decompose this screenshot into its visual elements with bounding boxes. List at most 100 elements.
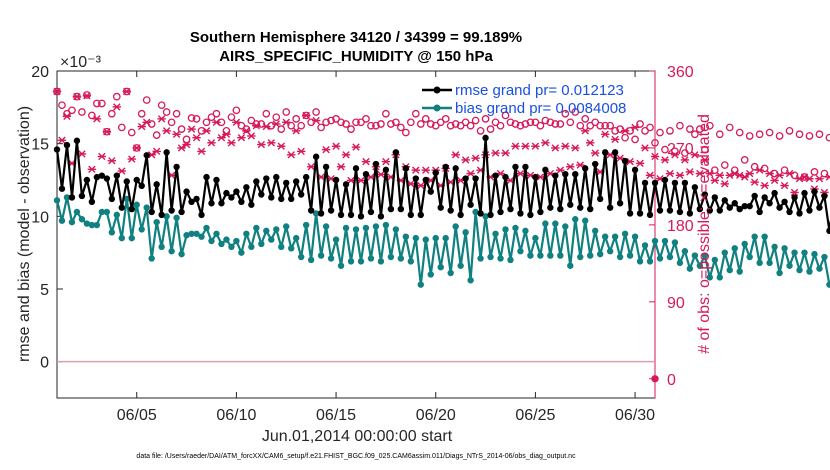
obs-possible-marker	[775, 132, 784, 140]
obs-possible-marker	[207, 113, 216, 122]
rmse-point	[616, 200, 624, 207]
obs-possible-marker	[780, 166, 789, 175]
rmse-point	[547, 204, 554, 211]
bias-point	[467, 277, 474, 284]
obs-evaluated-marker	[780, 181, 789, 190]
obs-evaluated-marker	[102, 128, 112, 136]
obs-possible-marker	[347, 125, 355, 133]
obs-evaluated-marker	[466, 169, 475, 178]
obs-zero-marker	[651, 375, 659, 383]
rmse-point	[412, 175, 419, 182]
rmse-point	[542, 166, 549, 174]
rmse-point	[178, 208, 185, 216]
rmse-point	[138, 182, 145, 190]
bias-point	[427, 271, 434, 278]
bias-point	[462, 229, 469, 236]
bias-point	[78, 216, 86, 223]
obs-evaluated-marker	[112, 103, 121, 111]
bias-point	[621, 230, 629, 237]
rmse-point	[352, 165, 360, 172]
bias-point	[392, 226, 400, 233]
obs-possible-marker	[58, 101, 66, 110]
bias-point	[183, 232, 190, 239]
bias-point	[606, 248, 614, 255]
obs-possible-marker	[571, 108, 580, 116]
bias-point	[73, 208, 81, 216]
rmse-point	[278, 195, 285, 203]
rmse-point	[58, 185, 66, 192]
obs-evaluated-marker	[142, 118, 151, 126]
rmse-point	[726, 204, 733, 211]
rmse-point	[158, 211, 165, 219]
rmse-point	[596, 195, 604, 203]
bias-point	[213, 230, 220, 237]
obs-evaluated-marker	[491, 149, 500, 157]
bias-point	[153, 218, 160, 226]
obs-evaluated-marker	[257, 140, 266, 149]
bias-point	[686, 265, 694, 272]
obs-possible-marker	[691, 130, 699, 139]
rmse-point	[188, 198, 195, 205]
bias-point	[188, 230, 195, 237]
obs-evaluated-marker	[197, 147, 206, 156]
bias-point	[63, 194, 71, 201]
bias-point	[806, 268, 813, 275]
obs-evaluated-marker	[760, 181, 769, 190]
bias-point	[636, 258, 644, 265]
bias-point	[168, 248, 175, 255]
obs-evaluated-marker	[635, 159, 645, 168]
obs-evaluated-marker	[301, 111, 311, 120]
bias-point	[641, 242, 649, 249]
bias-point	[68, 218, 76, 226]
rmse-point	[143, 152, 150, 159]
rmse-point	[302, 173, 310, 181]
bias-point	[223, 236, 230, 243]
y-tick-label: 15	[31, 137, 49, 154]
rmse-point	[537, 208, 544, 216]
obs-evaluated-marker	[556, 166, 565, 174]
legend-rmse-label: rmse grand pr= 0.012123	[455, 82, 624, 99]
bias-point	[362, 224, 370, 232]
rmse-point	[367, 208, 375, 216]
obs-possible-marker	[710, 166, 719, 175]
bias-point	[302, 221, 310, 229]
rmse-point	[646, 211, 654, 219]
rmse-point	[821, 192, 828, 200]
bias-point	[472, 208, 479, 216]
obs-possible-marker	[661, 145, 669, 154]
rmse-point	[332, 176, 340, 184]
obs-possible-marker	[292, 115, 301, 123]
rmse-point	[482, 134, 489, 142]
bias-point	[582, 217, 589, 224]
rmse-point	[502, 173, 509, 181]
obs-evaluated-marker	[122, 87, 131, 96]
bias-point	[432, 234, 439, 242]
legend-rmse-marker	[433, 86, 441, 94]
bias-point	[547, 252, 554, 259]
rmse-point	[606, 204, 614, 211]
obs-possible-marker	[68, 106, 76, 115]
obs-possible-marker	[785, 126, 794, 135]
rmse-point	[522, 163, 529, 171]
obs-evaluated-marker	[790, 188, 799, 197]
right-tick-label: 360	[667, 64, 694, 81]
obs-possible-marker	[641, 126, 649, 135]
bias-point	[701, 252, 709, 259]
obs-evaluated-marker	[620, 127, 630, 135]
rmse-point	[238, 198, 245, 205]
bias-point	[497, 255, 504, 262]
obs-possible-marker	[551, 120, 560, 128]
rmse-point	[487, 211, 494, 219]
obs-evaluated-marker	[685, 168, 695, 176]
obs-evaluated-marker	[202, 127, 211, 135]
rmse-point	[218, 200, 225, 207]
bias-point	[796, 266, 803, 274]
obs-possible-marker	[172, 109, 181, 118]
rmse-point	[293, 178, 300, 185]
obs-possible-marker	[621, 133, 629, 142]
obs-possible-marker	[750, 162, 759, 171]
rmse-point	[517, 210, 524, 217]
bias-point	[666, 253, 674, 261]
